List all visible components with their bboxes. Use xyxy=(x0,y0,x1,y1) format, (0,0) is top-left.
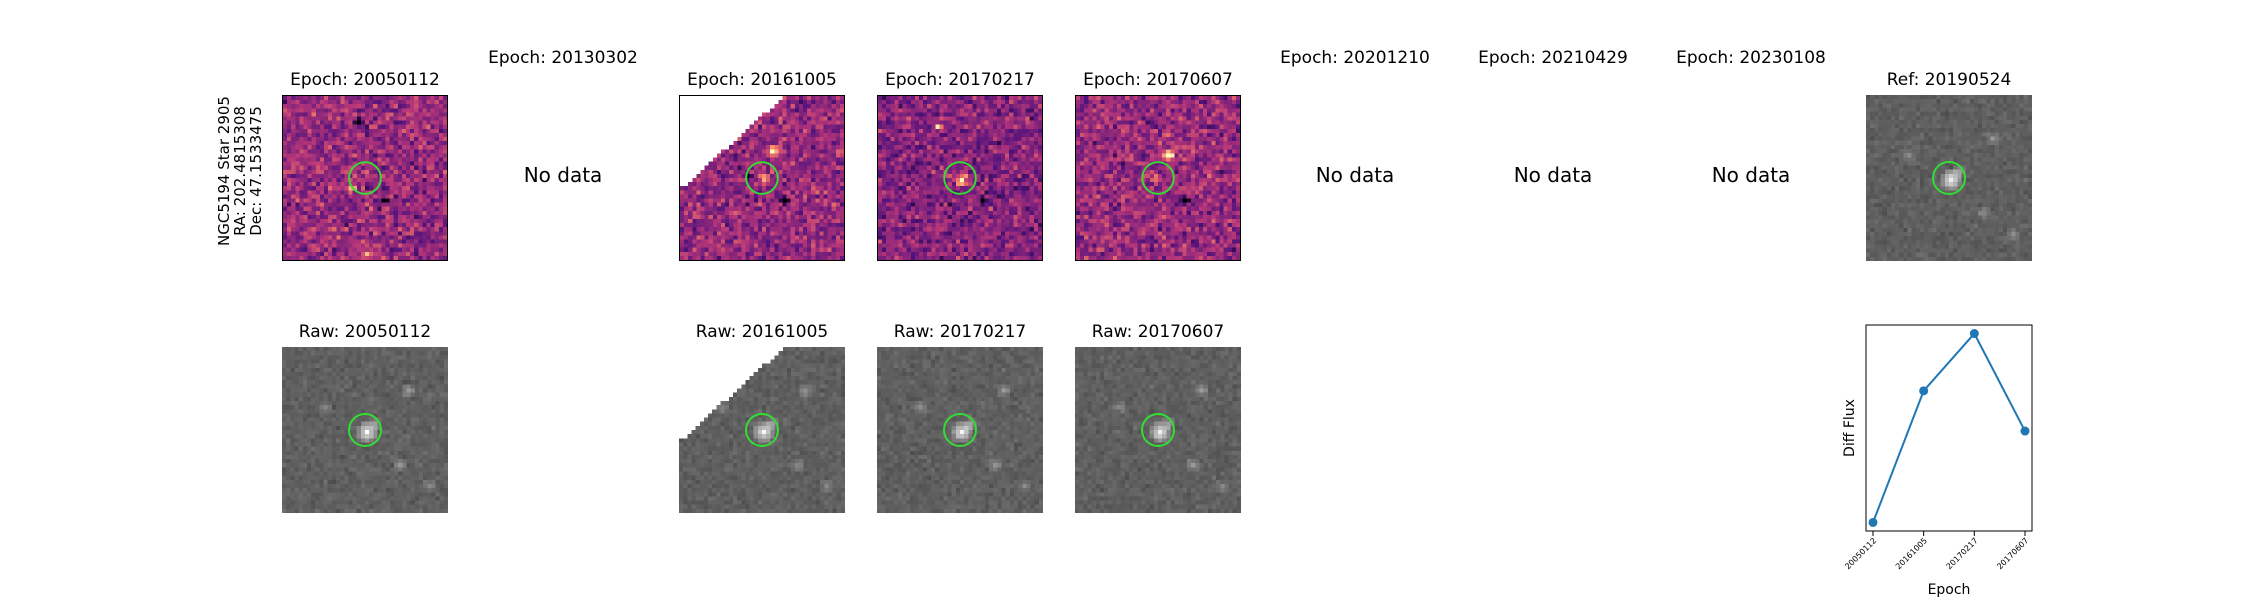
aperture-overlay xyxy=(943,161,977,195)
pixel-image xyxy=(877,347,1043,513)
pixel-image xyxy=(283,96,447,260)
data-point xyxy=(1919,386,1929,396)
aperture-overlay xyxy=(1141,161,1175,195)
x-axis-label: Epoch xyxy=(1928,582,1971,598)
x-tick-label: 20170217 xyxy=(1945,536,1980,571)
diff-title-7: Epoch: 20230108 xyxy=(1676,48,1826,68)
aperture-overlay xyxy=(348,413,382,447)
x-tick-label: 20170607 xyxy=(1995,536,2030,571)
raw-title-1: Raw: 20161005 xyxy=(695,322,829,342)
x-tick-label: 20050112 xyxy=(1843,536,1878,571)
data-point xyxy=(2020,426,2030,436)
pixel-image xyxy=(878,96,1042,260)
raw-image-20170607 xyxy=(1075,347,1241,513)
diff-image-20161005 xyxy=(679,95,845,261)
aperture-overlay xyxy=(745,161,779,195)
aperture-overlay xyxy=(943,413,977,447)
target-circle xyxy=(1932,161,1966,195)
x-tick-label: 20161005 xyxy=(1894,536,1929,571)
reference-image xyxy=(1866,95,2032,261)
data-point xyxy=(1969,329,1979,339)
aperture-overlay xyxy=(1141,413,1175,447)
pixel-image xyxy=(1866,95,2032,261)
diff-title-3: Epoch: 20170217 xyxy=(885,70,1035,90)
raw-image-20161005 xyxy=(679,347,845,513)
target-circle xyxy=(943,413,977,447)
diff-title-1: Epoch: 20130302 xyxy=(488,48,638,68)
raw-title-2: Raw: 20170217 xyxy=(893,322,1027,342)
raw-image-20050112 xyxy=(282,347,448,513)
no-data-label-7: No data xyxy=(1711,163,1791,187)
aperture-overlay xyxy=(1932,161,1966,195)
target-circle xyxy=(1141,413,1175,447)
target-circle xyxy=(745,161,779,195)
diff-title-5: Epoch: 20201210 xyxy=(1280,48,1430,68)
target-circle xyxy=(943,161,977,195)
diff-title-2: Epoch: 20161005 xyxy=(687,70,837,90)
plot-frame xyxy=(1865,324,2033,532)
reference-title: Ref: 20190524 xyxy=(1886,70,2012,90)
aperture-overlay xyxy=(745,413,779,447)
diff-title-0: Epoch: 20050112 xyxy=(290,70,440,90)
target-circle xyxy=(745,413,779,447)
diff-title-6: Epoch: 20210429 xyxy=(1478,48,1628,68)
raw-image-20170217 xyxy=(877,347,1043,513)
pixel-image xyxy=(282,347,448,513)
diff-image-20170217 xyxy=(877,95,1043,261)
target-circle xyxy=(348,413,382,447)
diff-image-20050112 xyxy=(282,95,448,261)
aperture-overlay xyxy=(348,161,382,195)
target-circle xyxy=(1141,161,1175,195)
pixel-image xyxy=(1075,347,1241,513)
diff-image-20170607 xyxy=(1075,95,1241,261)
pixel-image xyxy=(679,347,845,513)
raw-title-0: Raw: 20050112 xyxy=(298,322,432,342)
no-data-label-5: No data xyxy=(1315,163,1395,187)
no-data-label-6: No data xyxy=(1513,163,1593,187)
no-data-label-1: No data xyxy=(523,163,603,187)
series-line xyxy=(1872,331,2026,523)
pixel-image xyxy=(1076,96,1240,260)
data-point xyxy=(1868,517,1878,527)
target-circle xyxy=(348,161,382,195)
pixel-image xyxy=(680,96,844,260)
y-axis-label: Diff Flux xyxy=(1842,399,1858,457)
diff-title-4: Epoch: 20170607 xyxy=(1083,70,1233,90)
raw-title-3: Raw: 20170607 xyxy=(1091,322,1225,342)
